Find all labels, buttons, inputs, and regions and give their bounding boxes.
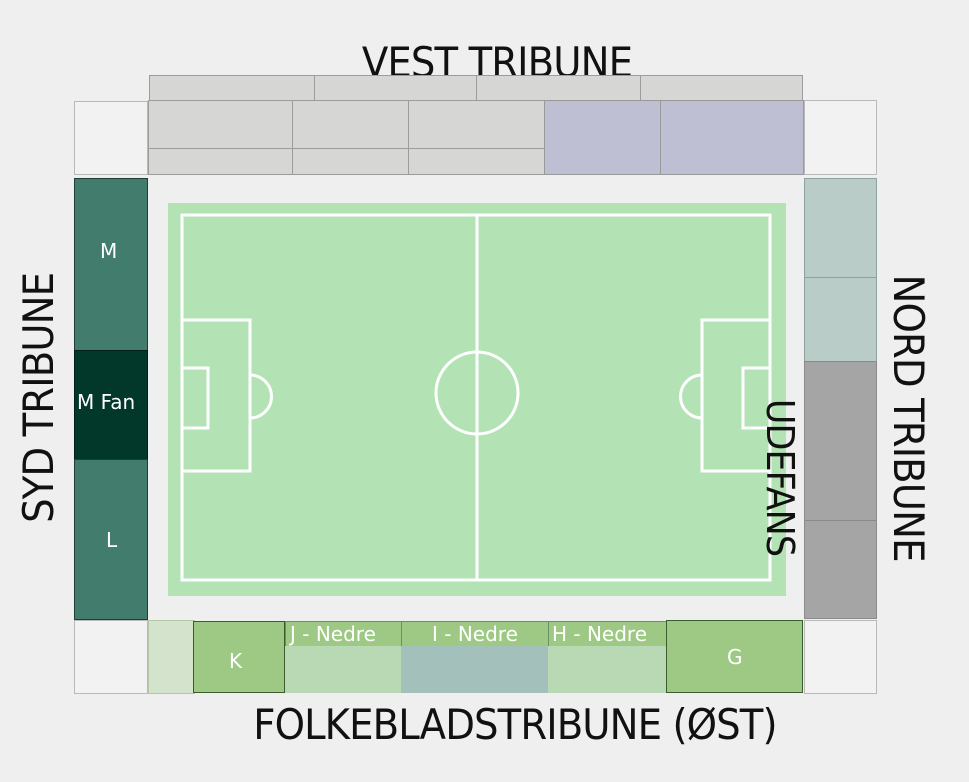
west-lower-block-3b[interactable] — [408, 148, 545, 175]
left-penalty-box — [180, 318, 252, 473]
corner-bottom-left — [74, 620, 148, 694]
south-section-m-fan-label: M Fan — [77, 390, 136, 414]
south-section-m-label: M — [100, 239, 118, 263]
north-upper-block-2[interactable] — [804, 277, 877, 362]
east-section-h-lower[interactable] — [548, 646, 668, 693]
north-tribune-title: NORD TRIBUNE — [884, 274, 933, 562]
east-section-g[interactable]: G — [666, 620, 803, 693]
east-section-h-label: H - Nedre — [552, 622, 648, 646]
east-section-i-lower[interactable] — [401, 646, 549, 693]
south-section-m-fan[interactable]: M Fan — [74, 350, 148, 460]
north-upper-block-1[interactable] — [804, 178, 877, 278]
east-section-light-left[interactable] — [148, 620, 195, 694]
west-lower-block-4[interactable] — [544, 100, 661, 175]
west-upper-block-1[interactable] — [149, 75, 315, 101]
east-section-i-upper[interactable]: I - Nedre — [401, 621, 549, 647]
west-lower-block-2[interactable] — [292, 100, 409, 149]
east-section-i-label: I - Nedre — [432, 622, 518, 646]
west-lower-block-1[interactable] — [148, 100, 293, 149]
south-section-m[interactable]: M — [74, 178, 148, 351]
west-lower-block-2b[interactable] — [292, 148, 409, 175]
east-section-j-lower[interactable] — [285, 646, 402, 693]
east-section-k-label: K — [229, 649, 243, 673]
away-fans-label: UDEFANS — [758, 398, 802, 557]
right-penalty-arc — [679, 373, 703, 420]
south-section-l[interactable]: L — [74, 459, 148, 620]
east-section-h-upper[interactable]: H - Nedre — [548, 621, 668, 647]
west-lower-block-5[interactable] — [660, 100, 804, 175]
west-lower-block-3[interactable] — [408, 100, 545, 149]
east-section-j-upper[interactable]: J - Nedre — [285, 621, 402, 647]
right-goal-box — [741, 366, 772, 430]
center-circle — [434, 350, 520, 436]
corner-top-right — [804, 100, 877, 175]
pitch-lines — [180, 213, 772, 582]
corner-bottom-right — [804, 620, 877, 694]
left-goal-box — [180, 366, 210, 430]
corner-top-left — [74, 101, 148, 175]
west-upper-block-3[interactable] — [476, 75, 641, 101]
east-section-j-label: J - Nedre — [290, 622, 376, 646]
east-section-g-label: G — [727, 645, 743, 669]
south-section-l-label: L — [106, 528, 118, 552]
east-tribune-title: FOLKEBLADSTRIBUNE (ØST) — [253, 700, 777, 749]
west-upper-block-2[interactable] — [314, 75, 477, 101]
south-tribune-title: SYD TRIBUNE — [14, 272, 63, 523]
east-section-k[interactable]: K — [193, 621, 285, 693]
west-lower-block-1b[interactable] — [148, 148, 293, 175]
north-away-block-2[interactable] — [804, 520, 877, 619]
west-upper-block-4[interactable] — [640, 75, 803, 101]
north-away-block-1[interactable] — [804, 361, 877, 521]
left-penalty-arc — [249, 373, 273, 420]
